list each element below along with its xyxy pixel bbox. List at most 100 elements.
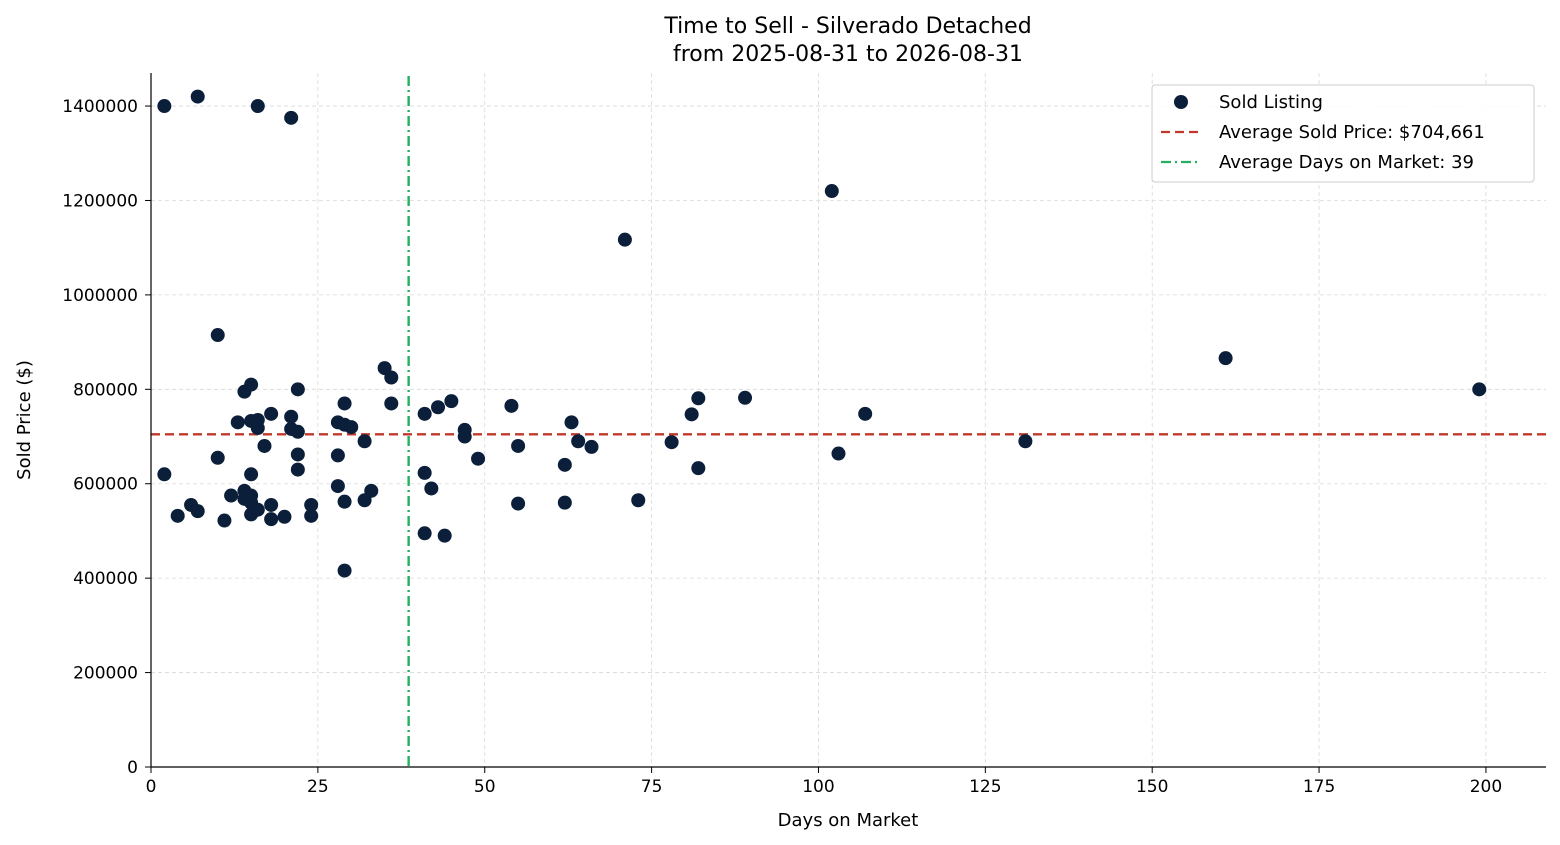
data-point bbox=[444, 394, 459, 409]
data-point bbox=[684, 407, 699, 422]
data-point bbox=[224, 488, 239, 503]
reference-lines bbox=[151, 76, 1546, 767]
data-point bbox=[504, 398, 519, 413]
data-point bbox=[664, 435, 679, 450]
data-point bbox=[264, 406, 279, 421]
chart-subtitle: from 2025-08-31 to 2026-08-31 bbox=[673, 42, 1023, 67]
data-points bbox=[157, 89, 1487, 578]
y-tick-label: 0 bbox=[127, 758, 138, 778]
data-point bbox=[691, 391, 706, 406]
data-point bbox=[417, 406, 432, 421]
data-point bbox=[330, 448, 345, 463]
data-point bbox=[157, 467, 172, 482]
data-point bbox=[384, 370, 399, 385]
data-point bbox=[584, 439, 599, 454]
data-point bbox=[217, 513, 232, 528]
data-point bbox=[277, 509, 292, 524]
data-point bbox=[824, 184, 839, 199]
data-point bbox=[1218, 351, 1233, 366]
x-tick-label: 100 bbox=[802, 777, 834, 797]
data-point bbox=[417, 526, 432, 541]
data-point bbox=[571, 434, 586, 449]
data-point bbox=[364, 483, 379, 498]
data-point bbox=[290, 447, 305, 462]
data-point bbox=[210, 450, 225, 465]
data-point bbox=[738, 390, 753, 405]
data-point bbox=[631, 493, 646, 508]
data-point bbox=[337, 563, 352, 578]
data-point bbox=[858, 406, 873, 421]
data-point bbox=[437, 528, 452, 543]
data-point bbox=[304, 508, 319, 523]
data-point bbox=[564, 415, 579, 430]
y-axis-label: Sold Price ($) bbox=[14, 360, 35, 480]
data-point bbox=[417, 465, 432, 480]
data-point bbox=[557, 495, 572, 510]
axes bbox=[150, 73, 1546, 768]
x-tick-label: 125 bbox=[969, 777, 1001, 797]
data-point bbox=[284, 409, 299, 424]
x-tick-label: 150 bbox=[1136, 777, 1168, 797]
y-tick-label: 200000 bbox=[73, 664, 138, 684]
data-point bbox=[170, 508, 185, 523]
data-point bbox=[511, 438, 526, 453]
x-axis-label: Days on Market bbox=[778, 810, 919, 831]
data-point bbox=[210, 328, 225, 343]
data-point bbox=[257, 438, 272, 453]
data-point bbox=[190, 504, 205, 519]
legend-label-sold-listing: Sold Listing bbox=[1219, 92, 1323, 113]
data-point bbox=[691, 461, 706, 476]
data-point bbox=[431, 400, 446, 415]
y-tick-label: 1400000 bbox=[62, 97, 138, 117]
x-tick-label: 25 bbox=[307, 777, 329, 797]
data-point bbox=[1018, 434, 1033, 449]
legend-label-average-price: Average Sold Price: $704,661 bbox=[1219, 122, 1485, 143]
legend-label-average-days: Average Days on Market: 39 bbox=[1219, 152, 1474, 173]
data-point bbox=[337, 396, 352, 411]
data-point bbox=[157, 99, 172, 114]
chart-title: Time to Sell - Silverado Detached bbox=[663, 14, 1031, 39]
legend-box bbox=[1151, 84, 1535, 183]
data-point bbox=[384, 396, 399, 411]
data-point bbox=[831, 446, 846, 461]
data-point bbox=[557, 457, 572, 472]
data-point bbox=[357, 434, 372, 449]
data-point bbox=[250, 99, 265, 114]
data-point bbox=[344, 420, 359, 435]
y-tick-label: 600000 bbox=[73, 475, 138, 495]
y-tick-label: 1000000 bbox=[62, 286, 138, 306]
x-tick-label: 50 bbox=[474, 777, 496, 797]
x-tick-label: 75 bbox=[641, 777, 663, 797]
y-tick-label: 800000 bbox=[73, 380, 138, 400]
data-point bbox=[290, 382, 305, 397]
data-point bbox=[244, 377, 259, 392]
data-point bbox=[457, 429, 472, 444]
data-point bbox=[290, 462, 305, 477]
data-point bbox=[290, 424, 305, 439]
data-point bbox=[471, 451, 486, 466]
data-point bbox=[337, 494, 352, 509]
legend-marker-sold-listing bbox=[1174, 95, 1188, 109]
data-point bbox=[511, 496, 526, 511]
y-ticks: 0 200000 400000 600000 800000 1000000 1200000 1… bbox=[62, 97, 151, 778]
x-ticks: 0 25 50 75 100 125 150 175 200 bbox=[146, 767, 1502, 797]
data-point bbox=[230, 415, 245, 430]
y-tick-label: 1200000 bbox=[62, 191, 138, 211]
data-point bbox=[190, 89, 205, 104]
x-tick-label: 175 bbox=[1303, 777, 1335, 797]
data-point bbox=[250, 421, 265, 436]
data-point bbox=[264, 497, 279, 512]
data-point bbox=[424, 481, 439, 496]
y-tick-label: 400000 bbox=[73, 569, 138, 589]
data-point bbox=[250, 502, 265, 517]
data-point bbox=[330, 479, 345, 494]
data-point bbox=[617, 232, 632, 247]
data-point bbox=[284, 110, 299, 125]
x-tick-label: 200 bbox=[1470, 777, 1502, 797]
data-point bbox=[304, 497, 319, 512]
data-point bbox=[264, 512, 279, 527]
data-point bbox=[244, 467, 259, 482]
x-tick-label: 0 bbox=[146, 777, 157, 797]
data-point bbox=[1472, 382, 1487, 397]
